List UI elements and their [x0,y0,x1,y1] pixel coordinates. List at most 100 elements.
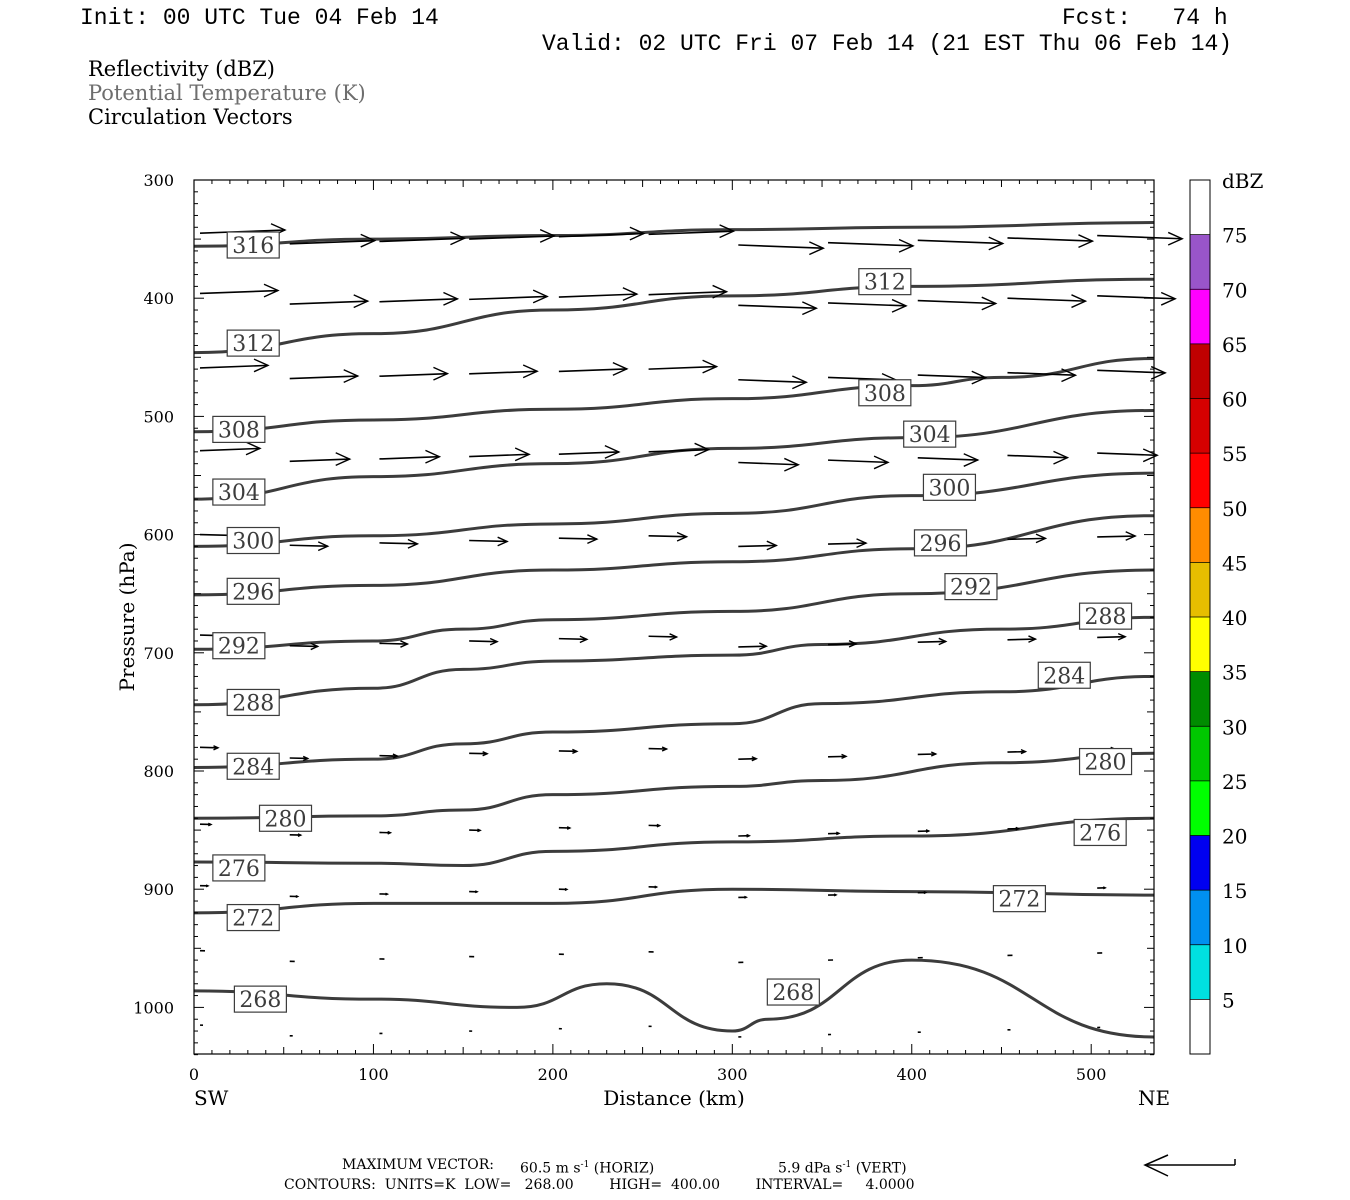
circulation-vector [379,372,448,378]
vector-head [1035,533,1048,544]
y-tick-label: 700 [143,644,174,663]
y-tick-label: 500 [143,407,174,426]
vector-head [387,830,393,835]
colorbar-level-label: 15 [1222,879,1247,903]
circulation-vector [1097,452,1158,457]
x-axis-label: Distance (km) [603,1086,745,1110]
vector-head [856,538,868,549]
contour-label-box [922,473,977,501]
colorbar-swatch [1190,671,1210,727]
colorbar-level-label: 70 [1222,278,1247,302]
contour-label-268: 268 [772,981,814,1006]
valid-time: Valid: 02 UTC Fri 07 Feb 14 (21 EST Thu … [542,31,1233,57]
colorbar-level-label: 75 [1222,224,1247,248]
contour-label-box [1073,818,1127,847]
theta-contour-296 [193,514,1155,597]
circulation-vector [1097,295,1176,300]
field-circulation-vectors: Circulation Vectors [88,105,293,129]
contour-label-box [226,688,280,717]
colorbar-swatch [1190,890,1210,945]
circulation-vector [289,239,375,245]
x-tick-label: 200 [538,1065,569,1084]
colorbar-level-label: 35 [1222,661,1247,685]
vector-head [263,283,280,298]
circulation-vector [738,304,817,310]
circulation-vector [1007,537,1046,541]
vector-head [579,635,589,644]
contour-label-272: 272 [998,888,1040,913]
vector-head [1117,632,1127,641]
circulation-vector [648,365,717,370]
circulation-vector [469,640,498,643]
vector-head [751,756,759,762]
circulation-vector [379,455,440,460]
contour-label-296: 296 [232,580,274,605]
vector-head [297,833,303,837]
colorbar-swatch [1190,453,1210,508]
colorbar-swatch [1190,999,1210,1054]
contour-label-box [226,329,280,357]
x-end-label-ne: NE [1138,1086,1170,1110]
vector-head [923,891,928,895]
vector-head [1015,826,1021,831]
colorbar-swatch [1190,944,1210,1000]
circulation-vector [199,289,279,295]
vector-head [482,751,489,757]
vector-head [353,294,370,309]
contour-label-box [258,804,313,832]
contour-label-276: 276 [1079,821,1121,846]
vector-head [873,455,890,470]
contour-label-304: 304 [218,481,260,506]
x-tick-label: 400 [896,1065,927,1084]
colorbar-swatch [1190,835,1210,891]
vector-head [407,538,420,549]
vector-head [898,238,915,253]
circulation-vector [199,447,261,452]
circulation-vector [1097,635,1126,639]
contour-label-box [226,526,280,555]
colorbar-swatch [1190,617,1210,672]
circulation-vector [738,378,807,384]
vector-head [205,884,210,888]
circulation-vector [289,375,358,380]
vector-head [343,369,360,383]
circulation-vector [1097,535,1136,538]
circulation-vector [379,642,408,645]
y-tick-label: 300 [143,171,174,190]
theta-contour-312 [193,277,1155,355]
vector-head [938,637,948,646]
x-end-label-sw: SW [194,1086,229,1110]
vector-head [1071,294,1088,309]
vector-head [1028,635,1038,643]
theta-contour-284 [193,674,1155,769]
vector-head [766,540,779,551]
contour-label-box [226,752,280,780]
vector-head [385,892,390,896]
x-tick-label: 0 [189,1065,199,1084]
contour-label-300: 300 [928,476,970,501]
vector-head [930,751,938,757]
field-reflectivity: Reflectivity (dBZ) [88,57,276,81]
vector-head [1102,886,1107,890]
theta-contour-304 [193,408,1155,501]
contour-label-box [1078,747,1133,776]
vector-head [539,228,556,243]
contour-label-box [903,420,957,448]
vector-head [564,887,569,891]
circulation-vector [917,640,946,643]
vector-head [522,364,539,379]
circulation-vector [558,368,627,373]
vector-head [712,284,729,299]
vector-head [1020,748,1028,755]
circulation-vector [1097,234,1183,240]
contour-label-box [233,985,287,1013]
max-vector-horiz: 60.5 m s-1 (HORIZ) [520,1160,655,1177]
vector-head [971,370,988,385]
circulation-vector [1007,371,1076,377]
x-tick-label: 100 [358,1065,389,1084]
max-vector-label: MAXIMUM VECTOR: [342,1157,494,1173]
circulation-vector [917,239,1003,245]
colorbar-level-label: 45 [1222,551,1247,575]
theta-contour-268 [193,958,1155,1039]
circulation-vector [379,237,465,243]
